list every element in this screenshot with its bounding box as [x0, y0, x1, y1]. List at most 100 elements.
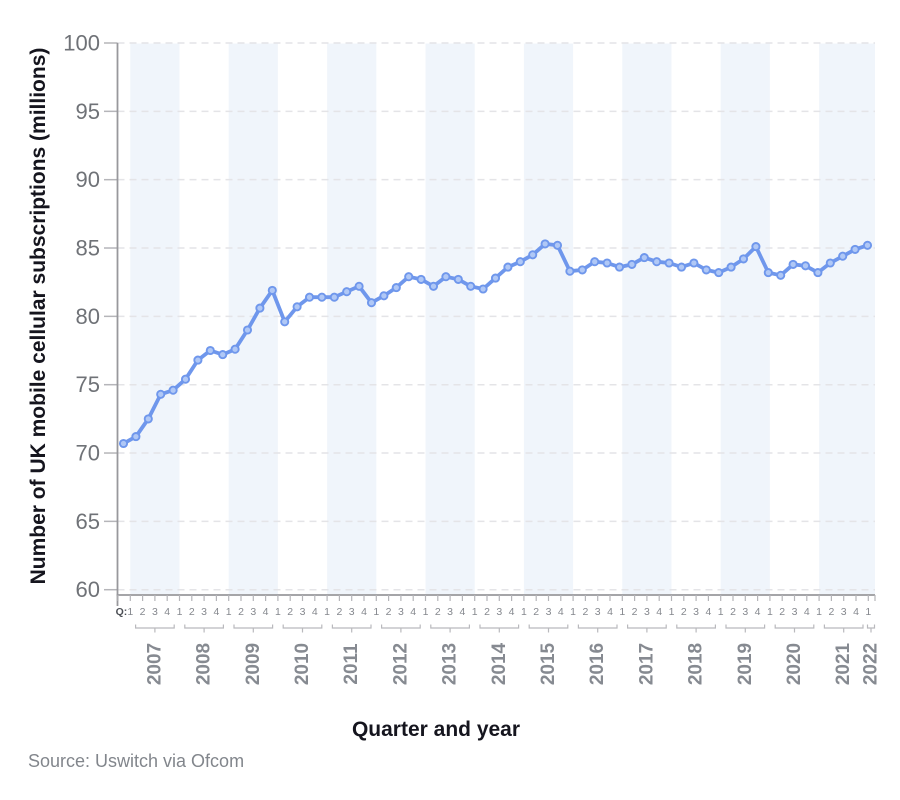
year-band: [327, 43, 377, 594]
quarter-tick-label: 2: [779, 606, 785, 618]
quarter-tick-label: 1: [226, 606, 232, 618]
data-point: [850, 244, 860, 254]
quarter-tick-label: 4: [312, 606, 318, 618]
quarter-tick-label: 4: [213, 606, 219, 618]
data-point: [825, 258, 835, 268]
data-point: [602, 258, 612, 268]
quarter-tick-label: 2: [632, 606, 638, 618]
data-point: [193, 355, 203, 365]
data-point: [639, 253, 649, 263]
quarter-tick-label: 4: [755, 606, 761, 618]
quarter-tick-label: 1: [423, 606, 429, 618]
data-point: [515, 257, 525, 267]
quarter-tick-label: 4: [509, 606, 515, 618]
quarter-tick-label: 4: [459, 606, 465, 618]
data-point: [168, 385, 178, 395]
y-tick-label: 80: [76, 304, 100, 329]
data-point: [540, 239, 550, 249]
year-label: 2018: [686, 643, 707, 685]
year-bracket: [233, 624, 274, 633]
quarter-tick-label: 4: [361, 606, 367, 618]
quarter-tick-label: 1: [177, 606, 183, 618]
data-point: [267, 285, 277, 295]
data-point: [528, 250, 538, 260]
year-label: 2020: [784, 643, 805, 685]
quarter-tick-label: 1: [324, 606, 330, 618]
year-label: 2010: [292, 643, 313, 685]
data-point: [627, 259, 637, 269]
quarter-tick-label: 2: [681, 606, 687, 618]
quarter-tick-label: 3: [595, 606, 601, 618]
quarter-tick-label: 3: [447, 606, 453, 618]
y-tick-label: 85: [76, 236, 100, 261]
year-band: [622, 43, 672, 594]
data-point: [714, 268, 724, 278]
data-point: [218, 350, 228, 360]
year-bracket: [676, 624, 716, 633]
year-bracket: [577, 624, 618, 633]
year-label: 2016: [587, 643, 608, 685]
year-bracket: [823, 624, 864, 633]
quarter-tick-label: 4: [607, 606, 613, 618]
x-axis-title: Quarter and year: [351, 718, 521, 741]
data-point: [838, 251, 848, 261]
data-point: [342, 287, 352, 297]
year-bracket: [725, 624, 766, 633]
quarter-tick-label: 3: [546, 606, 552, 618]
year-bracket: [282, 624, 323, 633]
quarter-tick-label: 1: [472, 606, 478, 618]
data-point: [391, 283, 401, 293]
data-point: [565, 266, 575, 276]
quarter-tick-label: 4: [853, 606, 859, 618]
year-bracket: [430, 624, 470, 633]
quarter-tick-label: 1: [619, 606, 625, 618]
data-point: [800, 261, 811, 271]
y-tick-label: 90: [76, 167, 100, 192]
quarter-tick-label: 2: [533, 606, 539, 618]
year-label: 2011: [341, 643, 362, 685]
quarter-tick-label: 3: [841, 606, 847, 618]
quarter-tick-label: 1: [718, 606, 724, 618]
year-bracket: [479, 624, 520, 633]
y-tick-label: 70: [76, 441, 100, 466]
data-point: [156, 389, 166, 399]
quarter-tick-label: 3: [792, 606, 798, 618]
data-point: [552, 240, 563, 250]
y-tick-label: 95: [76, 99, 100, 124]
data-point: [676, 262, 687, 272]
year-bracket: [528, 624, 569, 633]
year-label: 2017: [636, 643, 657, 685]
quarter-tick-label: 3: [152, 606, 158, 618]
data-point: [118, 438, 129, 449]
quarter-tick-label: 4: [263, 606, 269, 618]
year-label: 2019: [735, 643, 756, 685]
quarter-tick-label: 1: [767, 606, 773, 618]
data-point: [689, 258, 699, 268]
quarter-tick-label: 2: [287, 606, 293, 618]
data-point: [862, 240, 873, 250]
data-point: [453, 274, 463, 284]
data-point: [329, 292, 339, 302]
data-point: [304, 292, 315, 302]
data-point: [590, 257, 600, 267]
data-point: [404, 272, 414, 282]
quarter-tick-label: 2: [828, 606, 834, 618]
y-tick-label: 100: [63, 31, 100, 56]
data-point: [652, 257, 662, 267]
year-band: [819, 43, 875, 594]
data-point: [354, 281, 364, 291]
quarter-tick-label: 1: [127, 606, 133, 618]
data-point: [577, 265, 587, 275]
quarter-tick-label: 1: [816, 606, 822, 618]
data-point: [763, 268, 773, 278]
quarter-tick-label: 1: [275, 606, 281, 618]
quarter-tick-label: 2: [435, 606, 441, 618]
data-point: [428, 281, 439, 291]
year-bracket: [774, 624, 815, 633]
quarter-tick-label: 4: [804, 606, 810, 618]
quarter-tick-label: 3: [201, 606, 207, 618]
year-bracket: [381, 624, 421, 633]
quarter-tick-label: 2: [189, 606, 195, 618]
data-point: [788, 259, 798, 269]
